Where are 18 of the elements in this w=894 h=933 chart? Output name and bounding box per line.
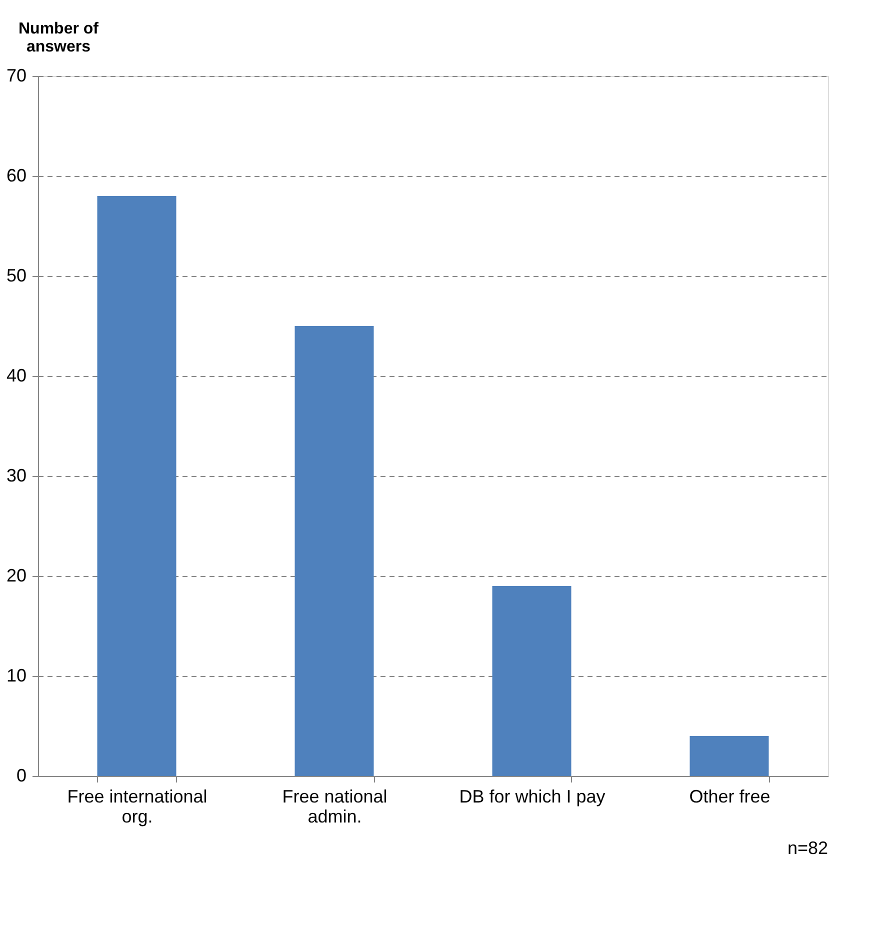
y-tick-label: 30	[6, 466, 26, 486]
x-tick-label: DB for which I pay	[459, 786, 606, 806]
y-tick-label: 40	[6, 366, 26, 386]
bar	[97, 196, 176, 776]
x-tick-label: Free international org.	[67, 786, 208, 826]
y-tick-label: 10	[6, 666, 26, 686]
x-tick-label: Free national admin.	[282, 786, 388, 826]
text: n=82	[787, 838, 828, 858]
bar	[492, 586, 572, 776]
y-tick-label: 50	[6, 266, 26, 286]
y-tick-label: 0	[16, 766, 26, 786]
bar	[690, 736, 769, 776]
x-tick-label: Other free	[689, 786, 770, 806]
y-tick-label: 20	[6, 566, 26, 586]
y-tick-label: 70	[6, 66, 26, 86]
y-axis-title: Number of answers	[18, 20, 100, 56]
y-tick-label: 60	[6, 166, 26, 186]
bar	[294, 326, 374, 776]
